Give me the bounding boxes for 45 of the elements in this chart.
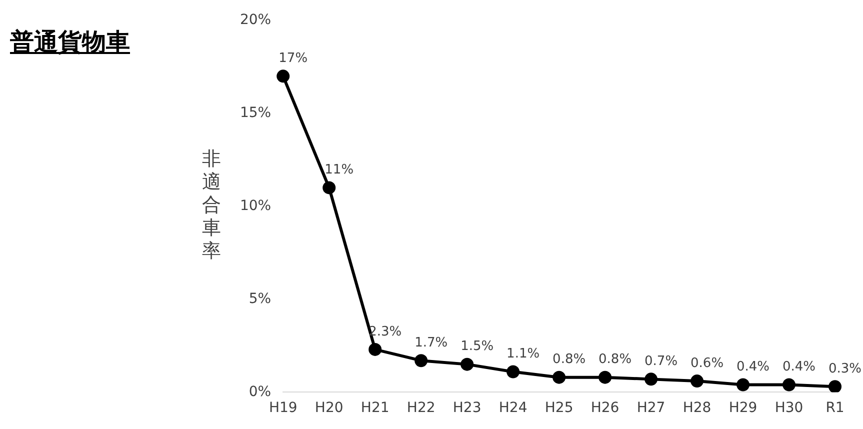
y-tick-label: 0%: [248, 384, 272, 400]
x-tick-label: H22: [406, 400, 436, 416]
data-label: 1.7%: [414, 335, 448, 350]
y-axis-title: 非適合車率: [202, 148, 222, 263]
x-tick-label: H28: [682, 400, 712, 416]
x-tick-label: H27: [636, 400, 666, 416]
x-tick-label: H19: [268, 400, 298, 416]
x-tick-label: R1: [826, 400, 844, 416]
point: [690, 374, 704, 388]
x-tick-label: H24: [498, 400, 528, 416]
data-label: 1.5%: [460, 339, 494, 354]
data-label: 11%: [324, 162, 354, 178]
point: [414, 354, 428, 368]
x-tick-label: H30: [774, 400, 804, 416]
point: [782, 378, 796, 392]
data-label: 17%: [278, 51, 308, 66]
data-label: 0.4%: [736, 360, 770, 375]
x-tick-label: H21: [360, 400, 390, 416]
point: [322, 181, 336, 194]
data-label: 0.3%: [828, 362, 862, 376]
data-label: 0.4%: [782, 360, 816, 375]
point: [644, 372, 658, 386]
point: [598, 370, 612, 384]
x-tick-label: H23: [452, 400, 482, 416]
x-tick-label: H26: [590, 400, 620, 416]
y-tick-label: 5%: [248, 290, 272, 307]
point: [368, 342, 382, 356]
data-label: 1.1%: [506, 346, 540, 362]
point: [460, 358, 474, 371]
point: [276, 70, 290, 83]
y-tick-label: 20%: [240, 12, 272, 28]
data-label: 0.8%: [552, 352, 586, 368]
y-tick-label: 15%: [240, 104, 272, 121]
data-label: 0.6%: [690, 356, 724, 371]
data-label: 0.8%: [598, 352, 632, 368]
point: [828, 380, 842, 392]
point: [552, 370, 566, 384]
point: [736, 378, 750, 392]
x-tick-label: H29: [728, 400, 758, 416]
data-label: 0.7%: [644, 354, 678, 370]
y-tick-label: 10%: [240, 198, 272, 214]
text: 普通貨物車: [10, 27, 130, 58]
point: [506, 365, 520, 378]
x-tick-label: H25: [544, 400, 574, 416]
x-tick-label: H20: [314, 400, 344, 416]
